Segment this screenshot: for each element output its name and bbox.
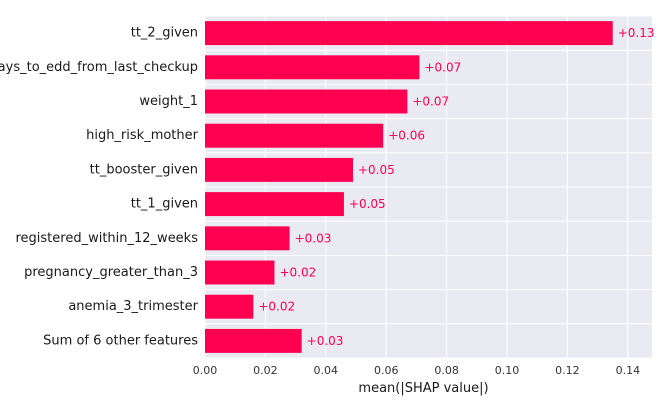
category-label: weight_1 [139,94,198,109]
x-tick-label: 0.12 [555,364,580,377]
bar [205,260,275,285]
x-tick-label: 0.10 [495,364,520,377]
category-labels: tt_2_given days_to_edd_from_last_checkupw… [0,26,199,349]
bar-value-label: +0.05 [349,197,386,211]
category-label: high_risk_mother [86,128,199,143]
bar [205,55,420,80]
bar-value-label: +0.05 [358,163,395,177]
category-label: anemia_3_trimester [68,299,198,314]
x-tick-label: 0.00 [193,364,218,377]
bar [205,21,613,46]
bar-value-label: +0.02 [258,300,295,314]
category-label: registered_within_12_weeks [15,231,198,246]
bars [205,21,613,353]
category-label: tt_2_given [131,26,198,41]
x-tick-label: 0.04 [314,364,339,377]
bar-value-label: +0.03 [295,231,332,245]
bar-value-label: +0.02 [279,266,316,280]
bar [205,192,344,217]
x-axis-title: mean(|SHAP value|) [358,381,488,396]
category-label: days_to_edd_from_last_checkup [0,60,198,75]
bar [205,294,254,319]
bar [205,157,353,182]
bar-value-label: +0.06 [388,129,425,143]
bar-value-label: +0.03 [307,334,344,348]
category-label: tt_1_given [131,197,198,212]
bar-value-label: +0.07 [412,95,449,109]
bar-value-label: +0.13 [618,26,655,40]
data-labels: +0.13 +0.07 +0.07 +0.06 +0.05 +0.05 +0.03 +0.02… [258,26,654,348]
bar [205,226,290,251]
x-tick-label: 0.08 [434,364,459,377]
x-tick-label: 0.02 [253,364,278,377]
bar-value-label: +0.07 [424,60,461,74]
category-label: tt_booster_given [90,162,198,177]
bar [205,328,302,353]
x-tick-label: 0.06 [374,364,399,377]
bar [205,123,384,148]
bar [205,89,408,114]
x-tick-label: 0.14 [616,364,641,377]
category-label: pregnancy_greater_than_3 [24,265,198,280]
x-tick-labels: 0.00 0.02 0.04 0.06 0.08 0.10 0.12 0.14 [193,364,640,377]
category-label: Sum of 6 other features [43,333,198,348]
